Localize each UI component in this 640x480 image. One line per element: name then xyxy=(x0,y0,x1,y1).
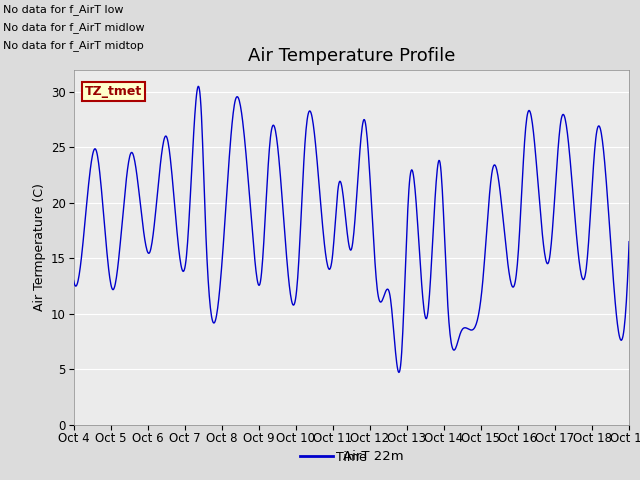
Text: No data for f_AirT low: No data for f_AirT low xyxy=(3,4,124,15)
Text: No data for f_AirT midtop: No data for f_AirT midtop xyxy=(3,40,144,51)
X-axis label: Time: Time xyxy=(336,451,367,464)
Title: Air Temperature Profile: Air Temperature Profile xyxy=(248,47,455,65)
Legend: AirT 22m: AirT 22m xyxy=(294,445,410,468)
Text: No data for f_AirT midlow: No data for f_AirT midlow xyxy=(3,22,145,33)
Text: TZ_tmet: TZ_tmet xyxy=(84,85,142,98)
Y-axis label: Air Termperature (C): Air Termperature (C) xyxy=(33,183,45,311)
